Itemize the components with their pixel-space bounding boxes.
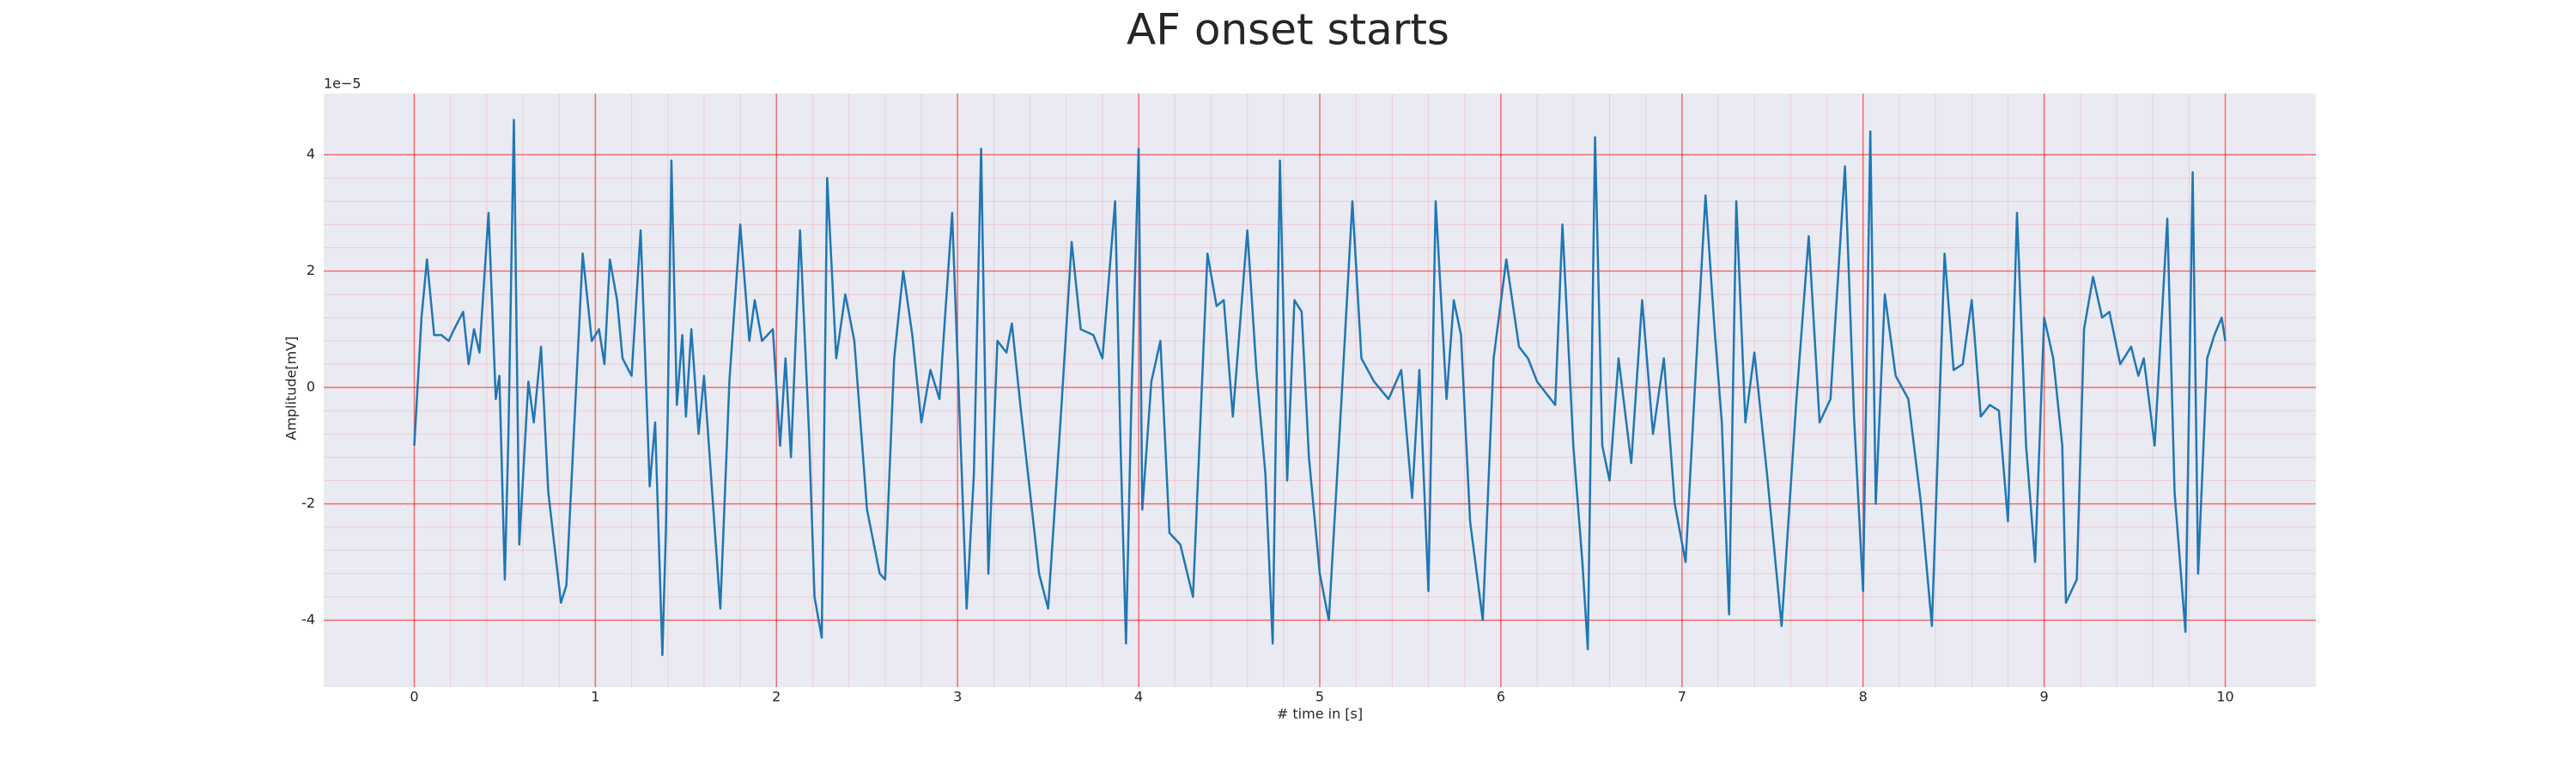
x-tick-label: 9 [2040,689,2049,705]
x-tick-label: 2 [772,689,781,705]
x-tick-label: 3 [953,689,962,705]
y-tick-label: 2 [307,262,315,278]
x-tick-label: 8 [1859,689,1868,705]
x-axis-label: # time in [s] [1277,706,1363,722]
x-tick-label: 4 [1134,689,1143,705]
y-tick-label: 0 [307,379,315,395]
y-tick-label: 4 [307,146,315,162]
line-series [413,119,2227,656]
x-tick-label: 10 [2216,689,2233,705]
grid [324,94,2316,687]
x-tick-label: 7 [1678,689,1686,705]
x-tick-label: 1 [591,689,599,705]
x-tick-label: 5 [1315,689,1324,705]
y-tick-label: -4 [301,612,315,628]
y-tick-label: -2 [301,495,315,511]
y-axis-label: Amplitude[mV] [283,336,300,440]
x-tick-label: 6 [1497,689,1505,705]
y-offset-text: 1e−5 [324,76,361,92]
x-tick-label: 0 [410,689,418,705]
chart-title: AF onset starts [1127,5,1449,55]
